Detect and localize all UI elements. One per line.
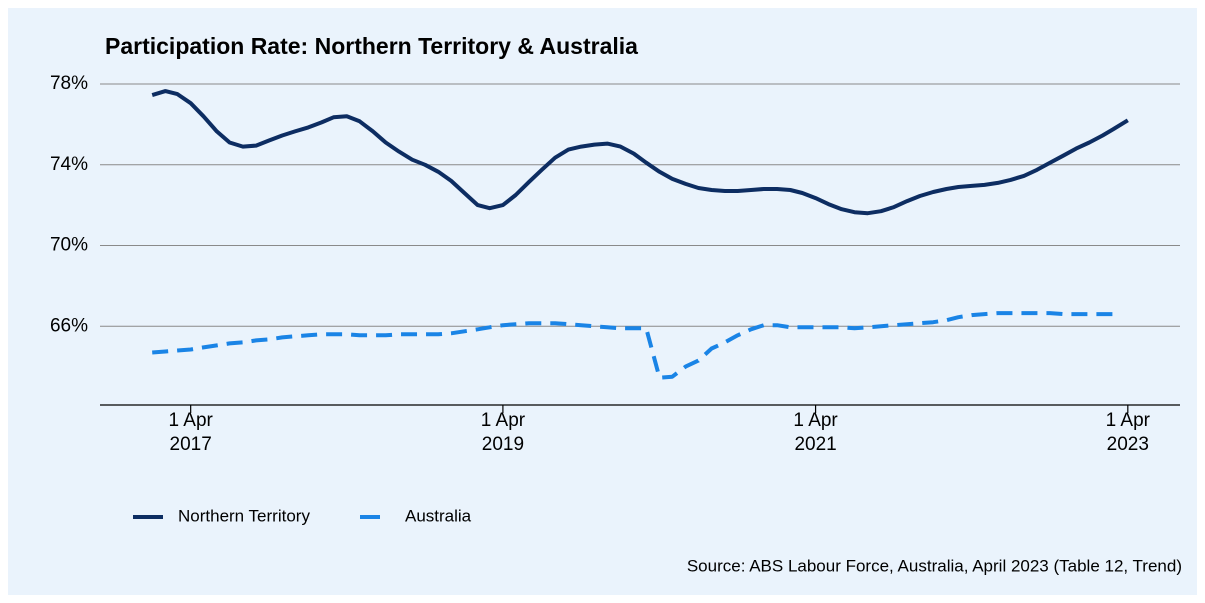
series-line [152, 311, 1115, 380]
legend-label: Northern Territory [178, 506, 310, 525]
y-tick-label: 70% [50, 235, 88, 256]
source-note: Source: ABS Labour Force, Australia, Apr… [687, 556, 1182, 575]
x-tick-label: 1 Apr 2017 [168, 410, 213, 455]
y-tick-label: 78% [50, 73, 88, 94]
series-line [151, 89, 1129, 216]
chart-background [8, 8, 1197, 595]
x-tick-label: 1 Apr 2021 [793, 410, 838, 455]
x-tick-label: 1 Apr 2019 [481, 410, 526, 455]
y-tick-label: 74% [50, 154, 88, 175]
y-tick-label: 66% [50, 315, 88, 336]
chart-title: Participation Rate: Northern Territory &… [105, 33, 638, 59]
x-tick-label: 1 Apr 2023 [1106, 410, 1151, 455]
legend-label: Australia [405, 506, 472, 525]
